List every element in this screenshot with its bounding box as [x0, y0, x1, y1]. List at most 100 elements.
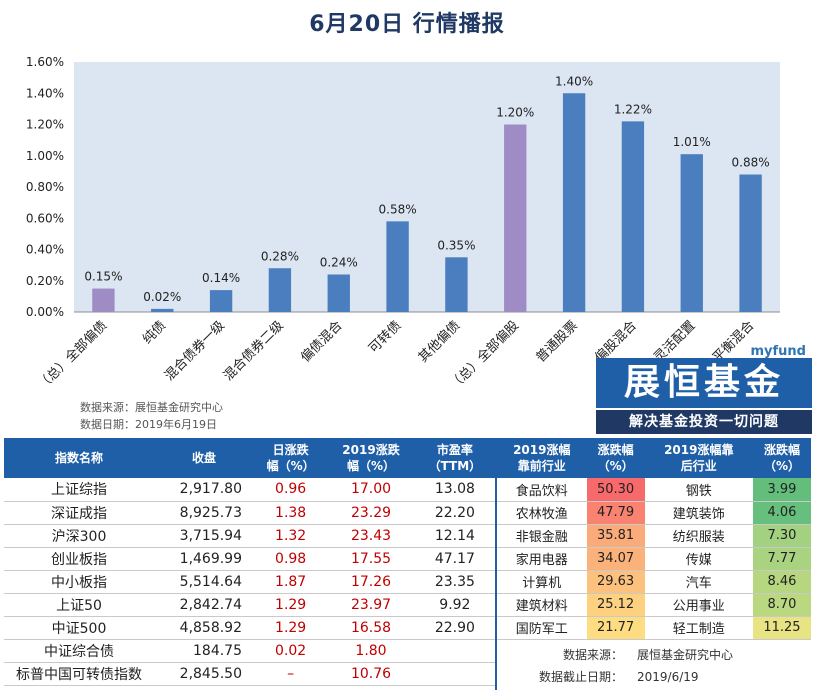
date-key: 数据截止日期：: [538, 670, 623, 684]
table-row: 上证50 2,842.74 1.29 23.97 9.92: [4, 593, 495, 617]
bottom-industry-cell: 轻工制造: [644, 616, 753, 640]
x-tick-label: （总）全部偏债: [35, 318, 111, 394]
bottom-industry-cell: 建筑装饰: [644, 501, 753, 525]
data-label: 0.88%: [732, 156, 770, 170]
source-key: 数据来源：: [562, 648, 623, 662]
bar: [209, 290, 233, 312]
table-row: 深证成指 8,925.73 1.38 23.29 22.20: [4, 501, 495, 525]
top-industry-cell: 农林牧渔: [497, 501, 587, 525]
ytd-change-cell: 17.00: [327, 478, 415, 502]
data-label: 0.28%: [261, 249, 299, 263]
table-row: 标普中国可转债指数 2,845.50–10.76: [4, 662, 495, 686]
chart-source-line: 数据来源：展恒基金研究中心: [80, 401, 223, 414]
top-change-cell: 29.63: [586, 570, 645, 594]
data-label: 0.15%: [84, 270, 122, 284]
x-tick-label: 混合债券一级: [161, 318, 227, 384]
industry-table-header: 2019涨幅 靠前行业 涨跌幅 （%） 2019涨幅靠 后行业 涨跌幅 （%）: [497, 438, 811, 478]
data-label: 0.58%: [379, 202, 417, 216]
x-tick-label: 可转债: [366, 318, 404, 356]
index-name-cell: 中证500: [4, 616, 154, 640]
x-tick-label: 偏债混合: [298, 318, 345, 365]
ytd-change-cell: 23.29: [327, 501, 415, 525]
top-industry-cell: 家用电器: [497, 547, 587, 571]
bar: [327, 274, 350, 312]
data-label: 0.24%: [320, 256, 358, 270]
industry-table: 2019涨幅 靠前行业 涨跌幅 （%） 2019涨幅靠 后行业 涨跌幅 （%） 食品饮料…: [497, 438, 811, 640]
top-change-cell: 47.79: [586, 501, 645, 525]
data-label: 1.40%: [555, 74, 593, 88]
x-tick-label: 混合债券二级: [220, 318, 286, 384]
ytd-change-cell: 10.76: [327, 662, 415, 686]
day-change-cell: 1.29: [254, 616, 328, 640]
table-row: 中证500 4,858.92 1.29 16.58 22.90: [4, 616, 495, 640]
y-tick-label: 1.00%: [26, 149, 64, 163]
y-tick-label: 0.20%: [26, 274, 64, 288]
y-tick-label: 1.40%: [26, 86, 64, 100]
close-cell: 2,845.50: [154, 662, 254, 686]
ytd-change-cell: 16.58: [327, 616, 415, 640]
table-row: 创业板指 1,469.99 0.98 17.55 47.17: [4, 547, 495, 571]
logo-main-text: 展恒基金: [596, 358, 812, 408]
y-tick-label: 0.40%: [26, 243, 64, 257]
top-industry-cell: 计算机: [497, 570, 587, 594]
index-table-header: 指数名称 收盘 日涨跌 幅（%） 2019涨跌 幅（%） 市盈率 （TTM）: [4, 438, 495, 478]
bottom-change-cell: 4.06: [752, 501, 811, 525]
header-cell: 2019涨跌 幅（%）: [342, 443, 400, 473]
table-row: 家用电器 34.07 传媒 7.77: [497, 547, 811, 571]
close-cell: 184.75: [154, 639, 254, 663]
data-label: 1.20%: [496, 106, 534, 120]
bar-chart: 0.00% 0.20% 0.40% 0.60% 0.80% 1.00% 1.20% 1.40%…: [26, 55, 780, 394]
bar: [680, 154, 703, 312]
header-cell: 日涨跌 幅（%）: [266, 443, 315, 473]
table-row: 中小板指 5,514.64 1.87 17.26 23.35: [4, 570, 495, 594]
y-tick-label: 1.60%: [26, 55, 64, 69]
table-divider: [495, 438, 497, 690]
top-industry-cell: 建筑材料: [497, 593, 587, 617]
data-label: 1.22%: [614, 102, 652, 116]
ytd-change-cell: 23.43: [327, 524, 415, 548]
close-cell: 5,514.64: [154, 570, 254, 594]
logo-slogan: 解决基金投资一切问题: [596, 410, 812, 434]
bar: [268, 268, 292, 312]
index-name-cell: 中小板指: [4, 570, 154, 594]
close-cell: 4,858.92: [154, 616, 254, 640]
ytd-change-cell: 23.97: [327, 593, 415, 617]
close-cell: 2,917.80: [154, 478, 254, 502]
index-name-cell: 上证综指: [4, 478, 154, 502]
pe-cell: 13.08: [414, 478, 495, 502]
data-label: 0.14%: [202, 271, 240, 285]
bar: [504, 124, 527, 312]
pe-cell: 9.92: [414, 593, 495, 617]
day-change-cell: –: [254, 662, 328, 686]
industry-source: 数据来源： 展恒基金研究中心 数据截止日期： 2019/6/19: [497, 644, 811, 688]
bottom-change-cell: 11.25: [752, 616, 811, 640]
ytd-change-cell: 17.55: [327, 547, 415, 571]
header-cell: 涨跌幅 （%）: [597, 443, 634, 473]
close-cell: 3,715.94: [154, 524, 254, 548]
ytd-change-cell: 17.26: [327, 570, 415, 594]
day-change-cell: 0.02: [254, 639, 328, 663]
header-cell: 涨跌幅 （%）: [763, 443, 800, 473]
source-value: 展恒基金研究中心: [637, 648, 734, 662]
bar: [739, 174, 762, 312]
top-industry-cell: 食品饮料: [497, 478, 587, 502]
bottom-change-cell: 3.99: [752, 478, 811, 502]
bottom-change-cell: 7.77: [752, 547, 811, 571]
date-value: 2019/6/19: [637, 670, 699, 684]
pe-cell: 23.35: [414, 570, 495, 594]
x-tick-label: 纯债: [140, 318, 169, 347]
pe-cell: 47.17: [414, 547, 495, 571]
y-tick-label: 0.00%: [26, 305, 64, 319]
bar: [562, 93, 586, 312]
top-industry-cell: 非银金融: [497, 524, 587, 548]
index-name-cell: 上证50: [4, 593, 154, 617]
table-row: 上证综指 2,917.80 0.96 17.00 13.08: [4, 478, 495, 502]
pe-cell: [414, 662, 495, 686]
x-tick-label: 其他偏债: [416, 318, 463, 365]
day-change-cell: 1.87: [254, 570, 328, 594]
day-change-cell: 0.96: [254, 478, 328, 502]
header-cell: 市盈率 （TTM）: [428, 443, 482, 473]
bar: [386, 221, 409, 312]
index-name-cell: 中证综合债: [4, 639, 154, 663]
y-tick-label: 1.20%: [26, 118, 64, 132]
